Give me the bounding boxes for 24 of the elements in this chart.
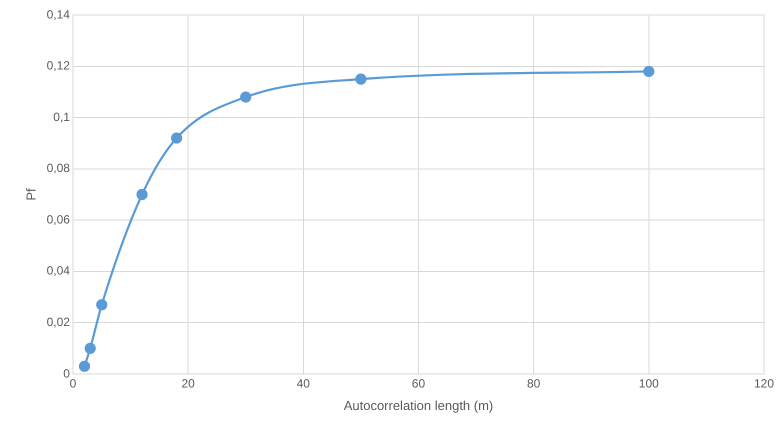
x-tick-label: 20: [181, 376, 196, 391]
point: [96, 299, 108, 310]
point: [84, 342, 96, 354]
point: [78, 360, 90, 372]
x-tick-label: 100: [638, 376, 660, 391]
x-tick-label: 60: [412, 376, 426, 391]
point: [355, 74, 366, 85]
point: [171, 132, 182, 144]
x-tick-label: 80: [526, 376, 541, 391]
point: [643, 66, 654, 78]
y-tick-label: 0,02: [46, 315, 70, 330]
y-tick-label: 0,1: [53, 110, 70, 124]
y-tick-label: 0,12: [46, 58, 70, 73]
point: [136, 188, 148, 200]
y-axis-title: Pf: [23, 188, 38, 201]
y-tick-label: 0,04: [46, 264, 70, 278]
y-tick-label: 0,06: [46, 212, 70, 226]
y-tick-label: 0,14: [46, 7, 70, 22]
y-tick-label: 0,08: [46, 161, 70, 176]
x-tick-label: 120: [754, 376, 774, 391]
x-axis-title: Autocorrelation length (m): [344, 398, 494, 413]
point: [240, 91, 252, 103]
y-tick-label: 0: [63, 366, 70, 380]
x-tick-label: 40: [296, 376, 310, 391]
